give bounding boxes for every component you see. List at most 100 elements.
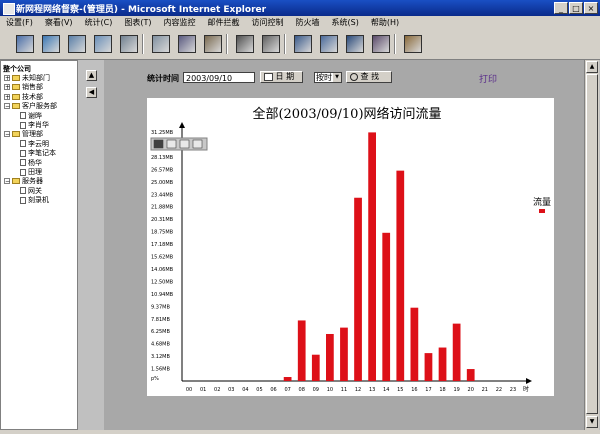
traffic-chart: 全部(2003/09/10)网络访问流量 1.56MB 3.12MB 4.68MB 6.… [147, 98, 554, 396]
menu-firewall[interactable]: 防火墙 [295, 18, 320, 27]
folder-icon [12, 103, 20, 110]
network-tool-button[interactable] [292, 33, 314, 55]
clock-icon [262, 35, 280, 53]
tree-item-label: 未知部门 [22, 74, 50, 82]
scroll-up-icon[interactable]: ▲ [586, 61, 598, 73]
tree-item[interactable]: − 服务器 [4, 176, 43, 186]
copy-icon [192, 139, 203, 149]
package-icon [404, 35, 422, 53]
bar-chart-tool-button[interactable] [234, 33, 256, 55]
user-doc-icon [20, 149, 26, 157]
ie-app-icon [3, 3, 15, 15]
tree-item[interactable]: 谢晔 [20, 111, 42, 121]
window-search-icon [120, 35, 138, 53]
x-tick-label: 19 [453, 387, 459, 393]
close-button[interactable]: × [584, 2, 598, 14]
tree-item-label: 李笔记本 [28, 149, 56, 158]
user-config-tool-button[interactable] [40, 33, 62, 55]
y-tick-label: 28.13MB [151, 155, 174, 161]
network-sync-icon [346, 35, 364, 53]
minimize-button[interactable]: _ [554, 2, 568, 14]
vertical-scrollbar[interactable]: ▲ ▼ [584, 60, 599, 430]
splitter[interactable] [82, 60, 100, 430]
y-tick-label: 15.62MB [151, 255, 174, 261]
status-bar [0, 430, 600, 434]
user-doc-icon [20, 187, 26, 195]
package-tool-button[interactable] [402, 33, 424, 55]
expand-icon[interactable]: + [4, 84, 11, 92]
menu-charts[interactable]: 图表(T) [124, 18, 152, 27]
tree-item[interactable]: 杨华 [20, 158, 42, 168]
bar-08 [297, 320, 306, 381]
tree-item[interactable]: + 技术部 [4, 92, 43, 102]
menu-bar: 设置(F) 察看(V) 统计(C) 图表(T) 内容监控 邮件拦截 访问控制 防… [0, 16, 600, 31]
menu-view[interactable]: 察看(V) [44, 18, 73, 27]
network-sync-tool-button[interactable] [344, 33, 366, 55]
print-icon [166, 139, 177, 149]
document-tool-button[interactable] [150, 33, 172, 55]
user-doc-icon [20, 159, 26, 167]
users-tool-button[interactable] [14, 33, 36, 55]
window-controls: _ □ × [554, 2, 598, 14]
legend-label: 流量 [533, 196, 551, 208]
user-network-tool-button[interactable] [370, 33, 392, 55]
menu-statistics[interactable]: 统计(C) [84, 18, 113, 27]
window-tool-button[interactable] [66, 33, 88, 55]
collapse-icon[interactable]: − [4, 178, 11, 186]
search-button[interactable]: 查 找 [346, 71, 392, 83]
date-input[interactable]: 2003/09/10 [183, 72, 255, 83]
window-search-tool-button[interactable] [118, 33, 140, 55]
monitor-tool-button[interactable] [92, 33, 114, 55]
y-tick-label: 1.56MB [151, 367, 170, 373]
menu-access-control[interactable]: 访问控制 [251, 18, 284, 27]
x-tick-label: 02 [214, 387, 220, 393]
period-select[interactable]: 按时 ▼ [314, 72, 342, 83]
satellite-tool-button[interactable] [176, 33, 198, 55]
tree-item-label: 销售部 [22, 83, 43, 92]
x-tick-label: 18 [439, 387, 445, 393]
expand-icon[interactable]: + [4, 93, 11, 101]
x-axis-arrow [526, 378, 532, 384]
tree-item[interactable]: 刻录机 [20, 195, 49, 205]
tree-item[interactable]: − 客户服务部 [4, 101, 57, 111]
menu-help[interactable]: 帮助(H) [370, 18, 400, 27]
x-tick-label: 11 [341, 387, 347, 393]
x-tick-label: 21 [482, 387, 488, 393]
scroll-down-icon[interactable]: ▼ [586, 416, 598, 428]
menu-settings[interactable]: 设置(F) [6, 18, 33, 27]
tree-item[interactable]: 李云明 [20, 139, 49, 149]
tree-root[interactable]: 整个公司 [3, 64, 31, 74]
collapse-up-button[interactable]: ▲ [86, 70, 97, 81]
tree-item[interactable]: 田理 [20, 167, 42, 177]
print-link[interactable]: 打印 [479, 75, 498, 85]
collapse-icon[interactable]: − [4, 103, 11, 111]
tree-item[interactable]: 李肖华 [20, 120, 49, 130]
user-network-icon [372, 35, 390, 53]
x-tick-label: 17 [425, 387, 431, 393]
y-unit-label: p% [151, 376, 159, 382]
folder-icon [12, 84, 20, 91]
clock-tool-button[interactable] [260, 33, 282, 55]
y-tick-label: 17.18MB [151, 242, 174, 248]
date-button[interactable]: 日 期 [260, 71, 303, 83]
menu-content-monitor[interactable]: 内容监控 [163, 18, 196, 27]
network-icon [294, 35, 312, 53]
network-config-tool-button[interactable] [318, 33, 340, 55]
collapse-icon[interactable]: − [4, 131, 11, 139]
user-doc-icon [20, 140, 26, 148]
tree-item[interactable]: + 未知部门 [4, 73, 50, 83]
folder-icon [12, 75, 20, 81]
x-axis-label: 时 [523, 385, 529, 393]
menu-mail-block[interactable]: 邮件拦截 [207, 18, 240, 27]
tree-item[interactable]: − 管理部 [4, 129, 43, 139]
tree-item[interactable]: + 销售部 [4, 82, 43, 92]
expand-icon[interactable]: + [4, 75, 11, 82]
tree-item[interactable]: 网关 [20, 186, 42, 196]
maximize-button[interactable]: □ [569, 2, 583, 14]
scroll-thumb[interactable] [586, 74, 598, 414]
camera-tool-button[interactable] [202, 33, 224, 55]
chart-title: 全部(2003/09/10)网络访问流量 [252, 106, 441, 122]
menu-system[interactable]: 系统(S) [331, 18, 359, 27]
tree-item[interactable]: 李笔记本 [20, 148, 56, 158]
collapse-left-button[interactable]: ◀ [86, 87, 97, 98]
